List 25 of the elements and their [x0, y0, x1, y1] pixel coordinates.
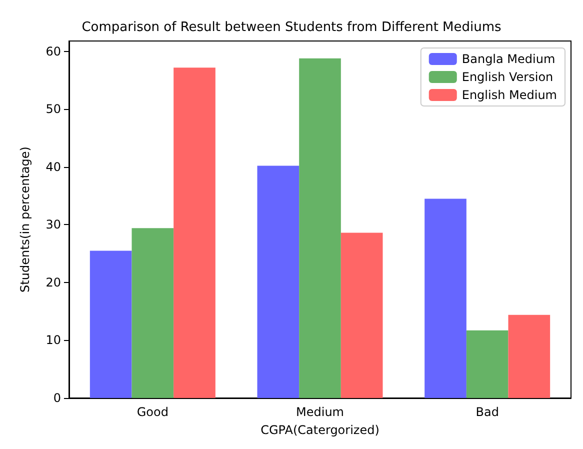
x-tick-label: Good	[136, 405, 168, 419]
bar	[90, 250, 132, 398]
bar	[257, 166, 300, 398]
chart-title: Comparison of Result between Students from Different Mediums	[82, 20, 502, 35]
y-tick-label: 60	[46, 44, 61, 58]
x-tick-label: Medium	[296, 405, 344, 419]
legend-label: English Medium	[462, 88, 558, 102]
bar	[508, 314, 550, 398]
y-tick-label: 40	[46, 160, 61, 174]
bar	[424, 198, 466, 398]
legend-label: Bangla Medium	[462, 52, 556, 66]
bar	[132, 228, 174, 398]
bar	[340, 232, 383, 398]
bar	[466, 330, 508, 398]
bar	[174, 68, 216, 398]
y-tick-label: 0	[53, 391, 61, 405]
y-tick-label: 20	[46, 275, 61, 290]
y-tick-label: 50	[46, 102, 61, 116]
x-tick-label: Bad	[476, 405, 499, 419]
y-tick-label: 30	[46, 218, 61, 232]
y-axis-title: Students(in percentage)	[18, 146, 32, 292]
legend-label: English Version	[462, 70, 554, 84]
x-axis-title: CGPA(Catergorized)	[260, 423, 380, 437]
y-tick-label: 10	[46, 333, 61, 348]
bar	[299, 58, 341, 398]
